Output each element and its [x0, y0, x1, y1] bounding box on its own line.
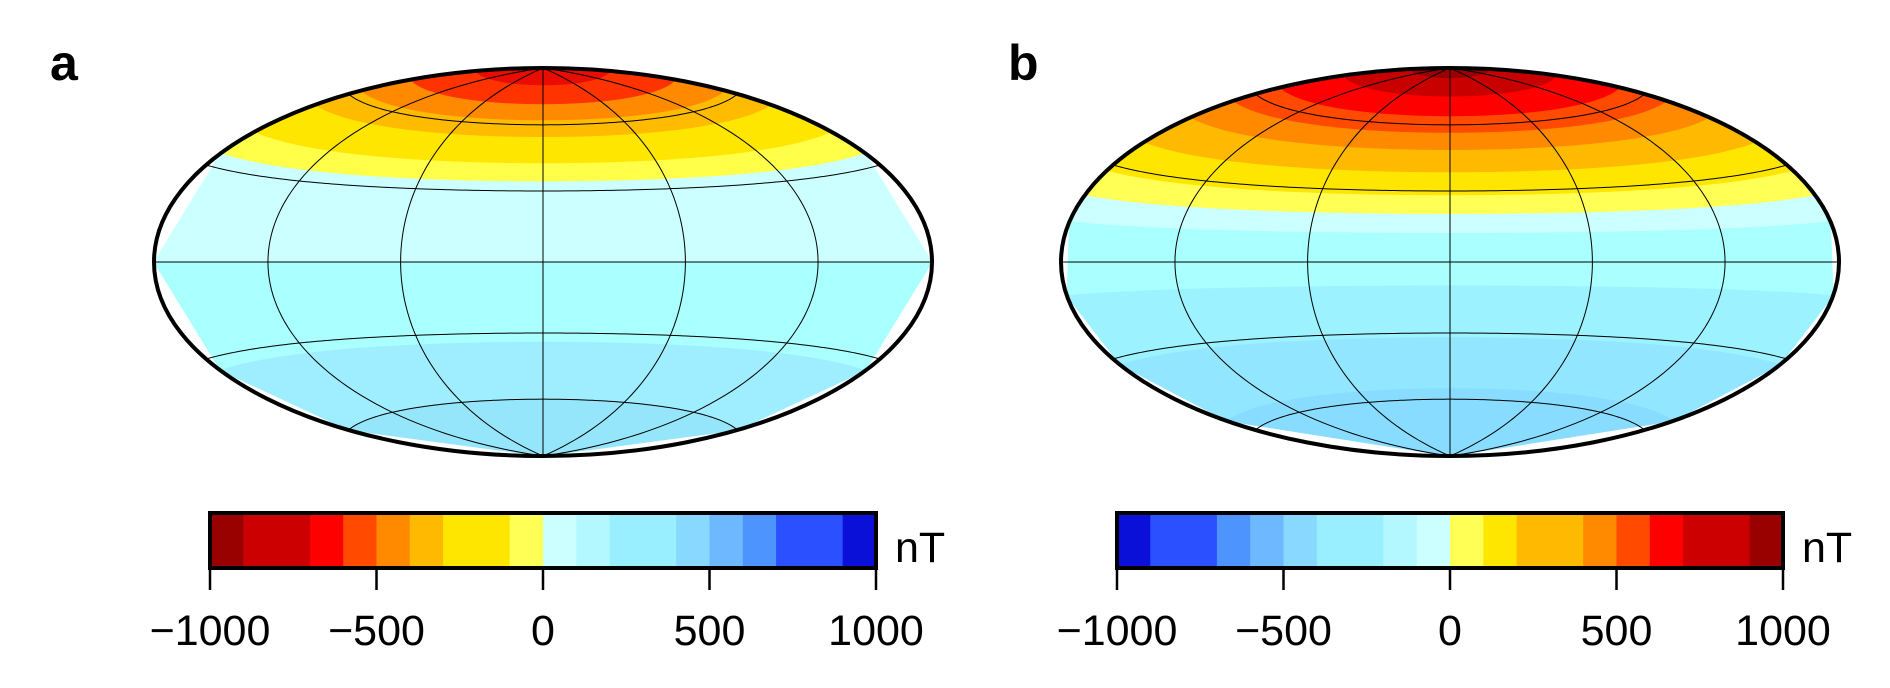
map-outline [152, 66, 934, 458]
colorbar-bin [343, 513, 377, 568]
colorbar-tick-label: 500 [1581, 607, 1653, 655]
colorbar-tick-label: −1000 [150, 607, 271, 655]
panel-a: a −1000 −500 0 500 1000 nT [50, 35, 945, 655]
colorbar-bin [210, 513, 244, 568]
map-graticule [154, 67, 932, 457]
colorbar-unit: nT [895, 524, 945, 572]
colorbar-bin [1616, 513, 1651, 568]
colorbar-tick-label: 500 [674, 607, 746, 655]
colorbar: −1000 −500 0 500 1000 nT [150, 511, 945, 655]
colorbar-bin [1483, 513, 1518, 568]
colorbar-tick-label: −1000 [1057, 607, 1178, 655]
meridian [1174, 67, 1451, 457]
meridian [1307, 67, 1451, 457]
colorbar-bin [1383, 513, 1418, 568]
meridian [267, 67, 544, 457]
meridian [542, 67, 819, 457]
colorbar-bin [1416, 513, 1451, 568]
colorbar-tick-label: −500 [328, 607, 425, 655]
colorbar-unit: nT [1802, 524, 1852, 572]
colorbar-tick-label: 1000 [1735, 607, 1831, 655]
colorbar-tick-label: −500 [1235, 607, 1332, 655]
panel-label: b [1008, 35, 1039, 91]
colorbar-bin [609, 513, 677, 568]
colorbar-bin [1583, 513, 1617, 568]
colorbar-bin [509, 513, 544, 568]
map-outline [1059, 66, 1841, 458]
panel-label: a [50, 35, 79, 91]
colorbar-bin [1749, 513, 1784, 568]
colorbar-bin [676, 513, 710, 568]
colorbar-bin [1150, 513, 1218, 568]
colorbar-tick-label: 0 [1438, 607, 1462, 655]
colorbar-bin [1283, 513, 1318, 568]
colorbar-bin [309, 513, 344, 568]
colorbar-bin [1450, 513, 1484, 568]
colorbar: −1000 −500 0 500 1000 nT [1057, 511, 1852, 655]
colorbar-tick-label: 0 [531, 607, 555, 655]
meridian [542, 67, 686, 457]
meridian [1449, 67, 1593, 457]
colorbar-bin [776, 513, 844, 568]
colorbar-bin [543, 513, 577, 568]
colorbar-bin [709, 513, 744, 568]
colorbar-bin [376, 513, 411, 568]
colorbar-bin [842, 513, 877, 568]
colorbar-bin [1516, 513, 1584, 568]
colorbar-bin [1250, 513, 1284, 568]
colorbar-bin [409, 513, 444, 568]
panel-b: b −1000 −500 0 500 1000 nT [1008, 35, 1852, 655]
colorbar-bin [1683, 513, 1751, 568]
colorbar-bin [1649, 513, 1684, 568]
colorbar-bin [443, 513, 511, 568]
colorbar-bin [1316, 513, 1384, 568]
meridian [400, 67, 544, 457]
colorbar-tick-label: 1000 [828, 607, 924, 655]
colorbar-bin [576, 513, 611, 568]
colorbar-bin [1117, 513, 1151, 568]
map-graticule [1061, 67, 1839, 457]
colorbar-bin [742, 513, 777, 568]
colorbar-bin [243, 513, 311, 568]
meridian [1449, 67, 1726, 457]
colorbar-bin [1216, 513, 1251, 568]
